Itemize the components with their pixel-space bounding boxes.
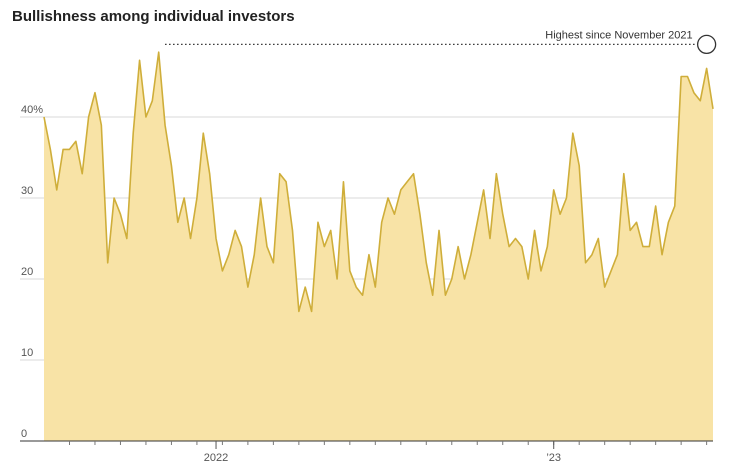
x-tick-label: ’23 xyxy=(546,452,561,464)
y-tick-labels: 0 10 20 30 40% xyxy=(21,104,43,440)
annotation: Highest since November 2021 xyxy=(165,29,717,55)
x-ticks: 2022 ’23 xyxy=(68,441,708,464)
chart-title: Bullishness among individual investors xyxy=(12,8,295,25)
series-area xyxy=(44,52,713,441)
y-tick-label: 20 xyxy=(21,266,33,278)
y-tick-label: 10 xyxy=(21,347,33,359)
y-tick-label: 0 xyxy=(21,428,27,440)
y-tick-label: 30 xyxy=(21,185,33,197)
series-line xyxy=(43,51,714,313)
y-tick-label: 40% xyxy=(21,104,43,116)
annotation-circle xyxy=(696,34,717,55)
annotation-label: Highest since November 2021 xyxy=(545,29,692,41)
x-tick-label: 2022 xyxy=(204,452,228,464)
